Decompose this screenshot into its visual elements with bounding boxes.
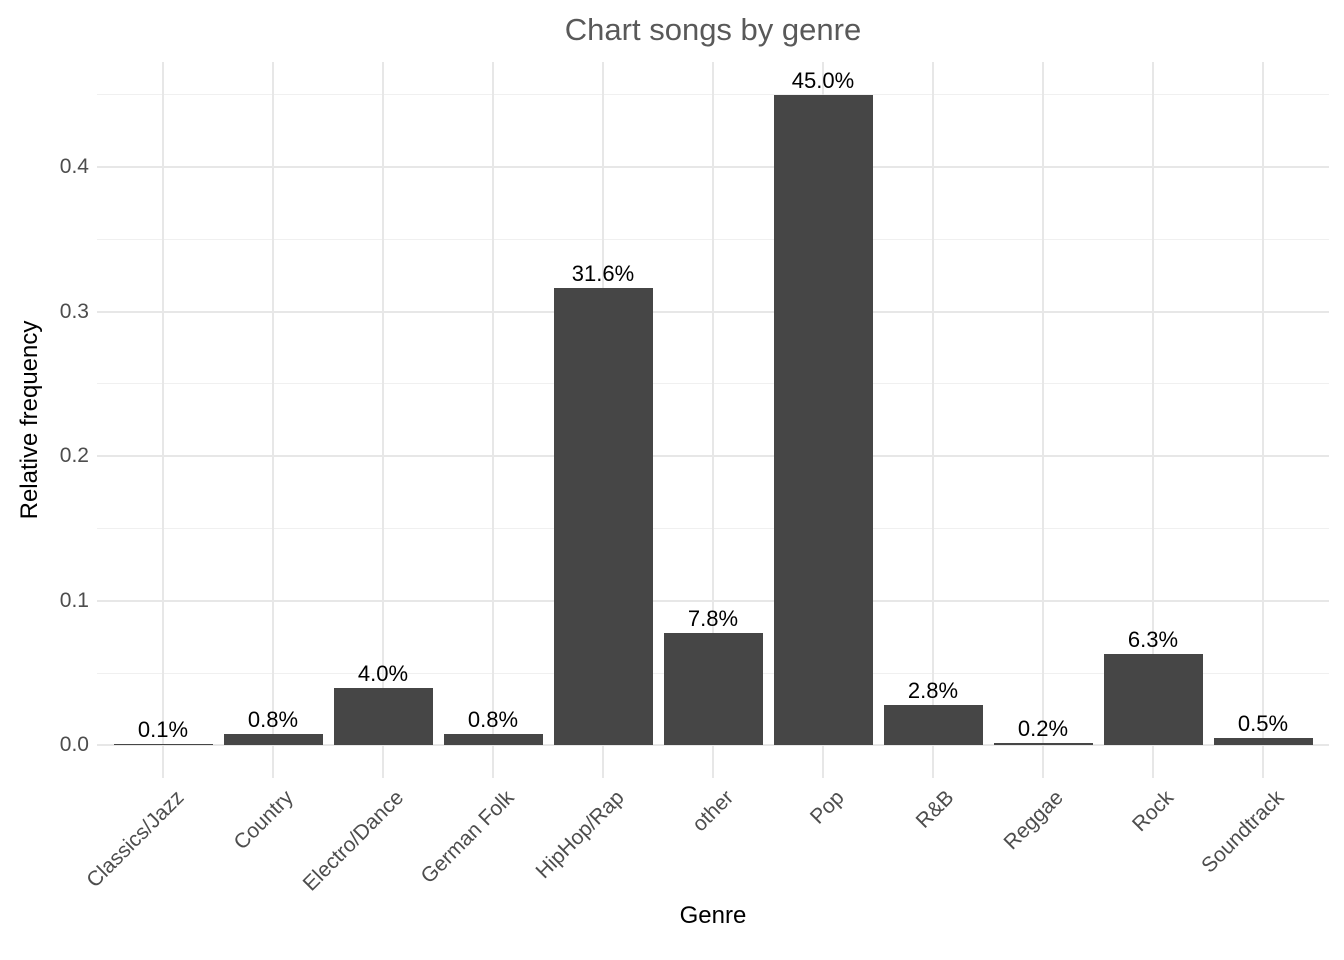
bar-reggae <box>993 742 1093 746</box>
bar-value-label: 0.2% <box>1017 715 1069 741</box>
x-tick-label: Electro/Dance <box>298 786 409 896</box>
x-tick-label: Pop <box>805 786 849 829</box>
x-tick-label: Rock <box>1128 786 1179 837</box>
x-tick-label: Country <box>230 786 299 855</box>
x-tick-label: other <box>688 786 739 837</box>
y-tick-label: 0.2 <box>59 444 89 468</box>
y-tick-label: 0.3 <box>59 299 89 323</box>
bar-rock <box>1103 654 1203 746</box>
bar-soundtrack <box>1213 738 1313 746</box>
x-tick-label: Classics/Jazz <box>82 786 189 893</box>
bar-value-label: 45.0% <box>791 67 855 93</box>
bar-value-label: 0.1% <box>137 716 189 742</box>
category-gridline <box>492 62 494 778</box>
x-axis-title: Genre <box>679 902 747 929</box>
category-gridline <box>932 62 934 778</box>
y-tick-label: 0.0 <box>59 733 89 757</box>
bar-classics-jazz <box>113 743 213 746</box>
x-tick-label: Reggae <box>999 786 1069 855</box>
bar-value-label: 4.0% <box>357 660 409 686</box>
category-gridline <box>272 62 274 778</box>
plot-panel: 0.1% 0.8% 4.0% 0.8% 31.6% 7.8% 45.0% 2.8% 0.2% 6.… <box>97 62 1329 778</box>
bar-value-label: 0.5% <box>1237 711 1289 737</box>
x-tick-label: German Folk <box>416 786 519 889</box>
bar-r-b <box>883 704 983 746</box>
bar-value-label: 31.6% <box>571 261 635 287</box>
y-tick-label: 0.1 <box>59 588 89 612</box>
bar-country <box>223 733 323 746</box>
category-gridline <box>1042 62 1044 778</box>
category-gridline <box>1152 62 1154 778</box>
y-tick-label: 0.4 <box>59 154 89 178</box>
x-tick-label: HipHop/Rap <box>531 786 629 884</box>
bar-value-label: 0.8% <box>467 706 519 732</box>
bar-other <box>663 632 763 746</box>
bar-value-label: 0.8% <box>247 706 299 732</box>
category-gridline <box>162 62 164 778</box>
x-tick-label: R&B <box>911 786 959 833</box>
bar-value-label: 7.8% <box>687 605 739 631</box>
bar-value-label: 6.3% <box>1127 627 1179 653</box>
category-gridline <box>382 62 384 778</box>
bar-hiphop-rap <box>553 288 653 746</box>
chart-title: Chart songs by genre <box>564 12 862 47</box>
bar-german-folk <box>443 733 543 746</box>
x-tick-label: Soundtrack <box>1196 786 1289 878</box>
category-gridline <box>1262 62 1264 778</box>
category-gridline <box>712 62 714 778</box>
y-axis-title: Relative frequency <box>16 320 43 520</box>
bar-pop <box>773 94 873 746</box>
bar-electro-dance <box>333 687 433 746</box>
bar-value-label: 2.8% <box>907 677 959 703</box>
